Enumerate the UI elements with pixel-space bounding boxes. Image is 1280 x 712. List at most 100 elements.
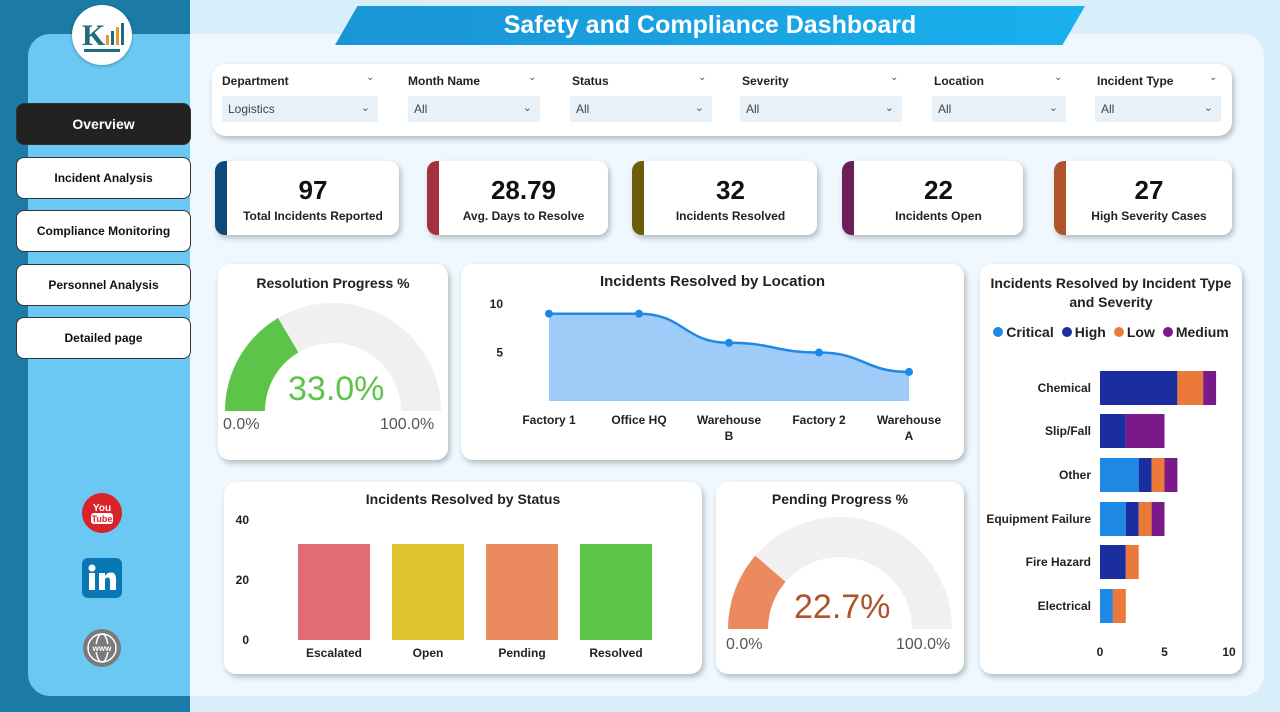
filter-bar: Department ⌄ Logistics ⌄ Month Name ⌄ All… [212, 64, 1232, 136]
location-dropdown[interactable]: All ⌄ [932, 96, 1066, 122]
chevron-down-icon: ⌄ [1049, 101, 1058, 114]
kpi-total-incidents: 97 Total Incidents Reported [215, 161, 399, 235]
department-dropdown[interactable]: Logistics ⌄ [222, 96, 378, 122]
y-tick-label: Equipment Failure [986, 512, 1091, 526]
gauge-min-label: 0.0% [726, 636, 762, 654]
website-icon[interactable]: www [82, 628, 122, 668]
severity-dropdown[interactable]: All ⌄ [740, 96, 902, 122]
chevron-down-icon[interactable]: ⌄ [698, 72, 706, 83]
y-tick-label: 40 [236, 513, 250, 527]
bar[interactable] [580, 544, 652, 640]
bar-segment[interactable] [1100, 545, 1126, 579]
x-tick-label: Open [413, 646, 444, 660]
x-tick-label: B [725, 429, 734, 443]
status-bar-chart: 0 20 40 Escalated Open Pending Resolved [224, 482, 702, 674]
data-point[interactable] [725, 339, 733, 347]
y-tick-label: Fire Hazard [1026, 555, 1091, 569]
kpi-value: 32 [644, 175, 817, 206]
svg-text:www: www [92, 644, 112, 653]
bar-segment[interactable] [1203, 371, 1216, 405]
chevron-down-icon: ⌄ [885, 101, 894, 114]
svg-text:You: You [93, 503, 111, 514]
nav-personnel-analysis[interactable]: Personnel Analysis [16, 264, 191, 306]
kpi-label: Avg. Days to Resolve [439, 209, 608, 223]
nav-detailed-page[interactable]: Detailed page [16, 317, 191, 359]
y-tick-label: Chemical [1038, 381, 1091, 395]
kpi-label: High Severity Cases [1066, 209, 1232, 223]
filter-value: All [576, 102, 589, 116]
chevron-down-icon: ⌄ [523, 101, 532, 114]
bar-segment[interactable] [1113, 589, 1126, 623]
filter-label: Severity [742, 74, 789, 88]
nav-incident-analysis[interactable]: Incident Analysis [16, 157, 191, 199]
page-title: Safety and Compliance Dashboard [335, 6, 1085, 45]
data-point[interactable] [905, 368, 913, 376]
kpi-incidents-open: 22 Incidents Open [842, 161, 1023, 235]
bar-segment[interactable] [1165, 458, 1178, 492]
x-tick-label: Escalated [306, 646, 362, 660]
bar-segment[interactable] [1126, 502, 1139, 536]
bar-segment[interactable] [1100, 371, 1177, 405]
bar-segment[interactable] [1100, 589, 1113, 623]
x-tick-label: Factory 1 [522, 413, 576, 427]
x-tick-label: Office HQ [611, 413, 666, 427]
kpi-accent [215, 161, 227, 235]
y-tick-label: Electrical [1038, 599, 1091, 613]
youtube-icon[interactable]: You Tube [82, 493, 122, 533]
y-tick-label: Slip/Fall [1045, 424, 1091, 438]
gauge-max-label: 100.0% [380, 416, 434, 434]
filter-value: All [1101, 102, 1114, 116]
chevron-down-icon[interactable]: ⌄ [890, 72, 898, 83]
bar-segment[interactable] [1126, 545, 1139, 579]
kpi-label: Incidents Open [854, 209, 1023, 223]
chevron-down-icon[interactable]: ⌄ [1209, 72, 1217, 83]
bar-segment[interactable] [1100, 414, 1126, 448]
x-tick-label: 0 [1097, 645, 1104, 659]
bar[interactable] [298, 544, 370, 640]
data-point[interactable] [815, 349, 823, 357]
nav-overview[interactable]: Overview [16, 103, 191, 145]
filter-value: All [746, 102, 759, 116]
company-logo: K [72, 5, 132, 65]
bar-segment[interactable] [1139, 458, 1152, 492]
chevron-down-icon[interactable]: ⌄ [366, 72, 374, 83]
bar-segment[interactable] [1126, 414, 1165, 448]
y-tick-label: 10 [490, 297, 504, 311]
gauge-max-label: 100.0% [896, 636, 950, 654]
bar-segment[interactable] [1100, 502, 1126, 536]
y-tick-label: 5 [496, 346, 503, 360]
bar-segment[interactable] [1152, 502, 1165, 536]
type-severity-card: Incidents Resolved by Incident Type and … [980, 264, 1242, 674]
incident-type-dropdown[interactable]: All ⌄ [1095, 96, 1221, 122]
filter-value: All [414, 102, 427, 116]
chevron-down-icon[interactable]: ⌄ [528, 72, 536, 83]
nav-compliance-monitoring[interactable]: Compliance Monitoring [16, 210, 191, 252]
kpi-value: 27 [1066, 175, 1232, 206]
location-area-chart: 510Factory 1 Office HQ WarehouseBFactory 2… [461, 264, 964, 460]
chevron-down-icon: ⌄ [1204, 101, 1213, 114]
bar[interactable] [486, 544, 558, 640]
linkedin-icon[interactable] [82, 558, 122, 598]
svg-text:Tube: Tube [92, 514, 113, 524]
x-tick-label: Resolved [589, 646, 642, 660]
status-dropdown[interactable]: All ⌄ [570, 96, 712, 122]
gauge-value: 33.0% [288, 370, 384, 409]
month-name-dropdown[interactable]: All ⌄ [408, 96, 540, 122]
data-point[interactable] [635, 310, 643, 318]
kpi-accent [1054, 161, 1066, 235]
chevron-down-icon[interactable]: ⌄ [1054, 72, 1062, 83]
filter-label: Status [572, 74, 609, 88]
chevron-down-icon: ⌄ [361, 101, 370, 114]
bar[interactable] [392, 544, 464, 640]
kpi-value: 22 [854, 175, 1023, 206]
data-point[interactable] [545, 310, 553, 318]
bar-segment[interactable] [1152, 458, 1165, 492]
bar-segment[interactable] [1139, 502, 1152, 536]
x-tick-label: Warehouse [877, 413, 942, 427]
kpi-incidents-resolved: 32 Incidents Resolved [632, 161, 817, 235]
gauge-min-label: 0.0% [223, 416, 259, 434]
kpi-value: 97 [227, 175, 399, 206]
bar-segment[interactable] [1177, 371, 1203, 405]
kpi-accent [842, 161, 854, 235]
bar-segment[interactable] [1100, 458, 1139, 492]
